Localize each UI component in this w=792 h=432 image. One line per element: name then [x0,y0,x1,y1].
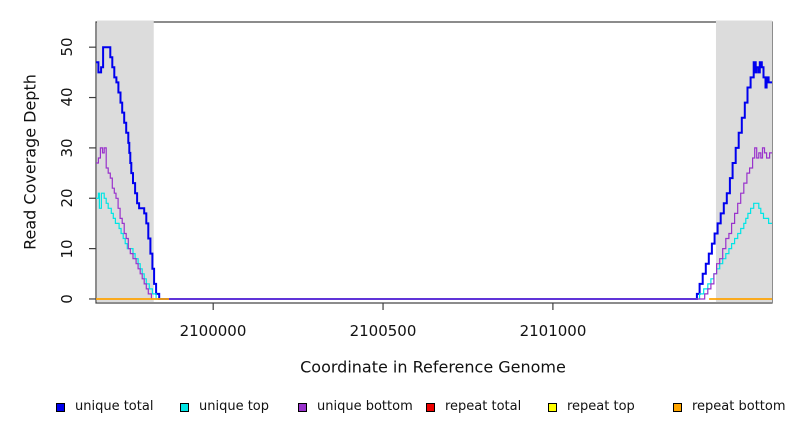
legend-swatch-icon [548,402,557,412]
y-axis-tick-label: 20 [58,188,76,208]
legend-item-repeat-total: repeat total [426,400,521,414]
legend-swatch-icon [426,402,435,412]
legend-label: repeat bottom [692,399,786,414]
legend-item-repeat-bottom: repeat bottom [673,400,786,414]
legend-item-unique-bottom: unique bottom [298,400,413,414]
legend: unique total unique top unique bottom re… [0,400,792,416]
y-axis-tick-label: 0 [58,294,76,304]
y-axis-tick-label: 40 [58,87,76,107]
legend-label: unique total [75,399,154,414]
x-axis-tick-label: 2101000 [519,322,587,340]
legend-swatch-icon [56,402,65,412]
legend-item-repeat-top: repeat top [548,400,635,414]
legend-item-unique-total: unique total [56,400,153,414]
legend-label: repeat total [445,399,522,414]
legend-item-unique-top: unique top [180,400,269,414]
x-axis-tick-label: 2100500 [349,322,417,340]
y-axis-tick-label: 30 [58,138,76,158]
y-axis-tick-label: 10 [58,239,76,259]
legend-label: unique bottom [317,399,413,414]
legend-swatch-icon [673,402,682,412]
legend-label: unique top [199,399,270,414]
x-axis-tick-label: 2100000 [179,322,247,340]
legend-swatch-icon [298,402,307,412]
y-axis-tick-label: 50 [58,37,76,57]
y-axis-title: Read Coverage Depth [20,74,40,250]
x-axis-title: Coordinate in Reference Genome [300,357,566,377]
legend-swatch-icon [180,402,189,412]
legend-label: repeat top [567,399,635,414]
